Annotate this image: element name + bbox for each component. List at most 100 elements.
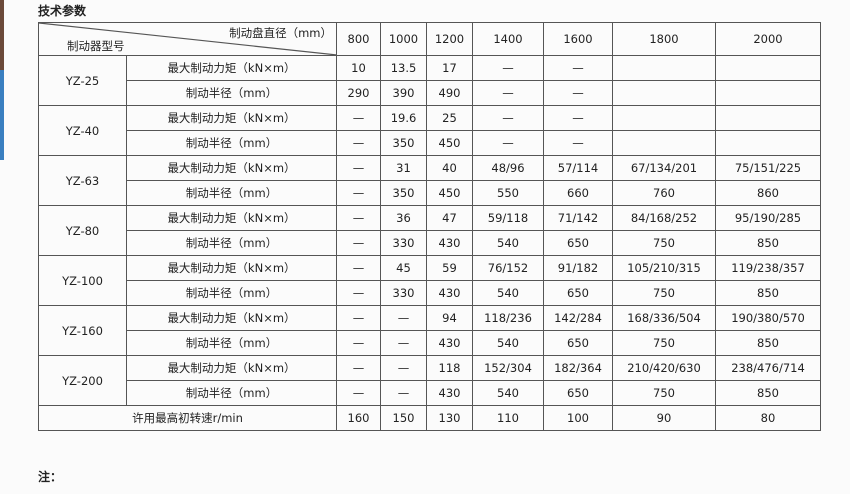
- value-cell: 430: [426, 230, 473, 256]
- diameter-header-1200: 1200: [426, 22, 473, 56]
- value-cell: 45: [380, 255, 427, 281]
- value-cell: 540: [472, 380, 544, 406]
- diameter-header-1800: 1800: [612, 22, 716, 56]
- model-name: YZ-40: [38, 105, 127, 156]
- value-cell: 540: [472, 230, 544, 256]
- value-cell: —: [543, 55, 613, 81]
- value-cell: 67/134/201: [612, 155, 716, 181]
- param-label: 最大制动力矩（kN×m）: [126, 155, 337, 181]
- param-label: 最大制动力矩（kN×m）: [126, 55, 337, 81]
- value-cell: —: [336, 305, 381, 331]
- speed-label: 许用最高初转速r/min: [38, 405, 337, 431]
- table-row: 制动半径（mm） —350 450— —: [39, 130, 821, 156]
- value-cell: —: [380, 330, 427, 356]
- value-cell: 650: [543, 280, 613, 306]
- value-cell: 750: [612, 380, 716, 406]
- param-label: 最大制动力矩（kN×m）: [126, 205, 337, 231]
- model-name: YZ-63: [38, 155, 127, 206]
- note-label: 注：: [38, 470, 63, 484]
- header-row: 制动盘直径（mm） 制动器型号 800 1000 1200 1400 1600 1800 2…: [38, 22, 821, 56]
- param-label: 制动半径（mm）: [126, 280, 337, 306]
- value-cell: 10: [336, 55, 381, 81]
- value-cell: [715, 105, 821, 131]
- model-name: YZ-100: [38, 255, 127, 306]
- value-cell: 48/96: [472, 155, 544, 181]
- value-cell: —: [336, 355, 381, 381]
- speed-row: 许用最高初转速r/min 160 150 130 110 100 90 80: [38, 405, 821, 431]
- param-label: 制动半径（mm）: [126, 230, 337, 256]
- value-cell: 650: [543, 230, 613, 256]
- table-row: YZ-40 最大制动力矩（kN×m） —19.6 25— —: [38, 105, 821, 156]
- value-cell: 450: [426, 180, 473, 206]
- diameter-header-2000: 2000: [715, 22, 821, 56]
- value-cell: 450: [426, 130, 473, 156]
- param-label: 最大制动力矩（kN×m）: [126, 105, 337, 131]
- value-cell: 490: [426, 80, 473, 106]
- value-cell: 47: [426, 205, 473, 231]
- value-cell: 118: [426, 355, 473, 381]
- value-cell: 650: [543, 380, 613, 406]
- diameter-header-1400: 1400: [472, 22, 544, 56]
- value-cell: 760: [612, 180, 716, 206]
- value-cell: 152/304: [472, 355, 544, 381]
- section-title: 技术参数: [38, 4, 87, 18]
- value-cell: 430: [426, 380, 473, 406]
- value-cell: 860: [715, 180, 821, 206]
- value-cell: 76/152: [472, 255, 544, 281]
- value-cell: 95/190/285: [715, 205, 821, 231]
- value-cell: [612, 80, 716, 106]
- value-cell: 750: [612, 230, 716, 256]
- value-cell: —: [472, 105, 544, 131]
- value-cell: 850: [715, 330, 821, 356]
- value-cell: 182/364: [543, 355, 613, 381]
- value-cell: —: [336, 155, 381, 181]
- value-cell: 290: [336, 80, 381, 106]
- value-cell: 13.5: [380, 55, 427, 81]
- model-name: YZ-160: [38, 305, 127, 356]
- value-cell: [715, 55, 821, 81]
- value-cell: 142/284: [543, 305, 613, 331]
- diagonal-line: [39, 23, 337, 55]
- value-cell: —: [336, 130, 381, 156]
- value-cell: 430: [426, 330, 473, 356]
- value-cell: 650: [543, 330, 613, 356]
- value-cell: 57/114: [543, 155, 613, 181]
- spec-table: 制动盘直径（mm） 制动器型号 800 1000 1200 1400 1600 1800 2…: [38, 22, 821, 431]
- value-cell: 850: [715, 280, 821, 306]
- value-cell: 71/142: [543, 205, 613, 231]
- value-cell: 390: [380, 80, 427, 106]
- value-cell: 850: [715, 380, 821, 406]
- left-edge-strip: [0, 0, 4, 70]
- table-row: YZ-160 最大制动力矩（kN×m） — —94 118/236 142/284 168/…: [38, 305, 821, 356]
- speed-value: 80: [715, 405, 821, 431]
- value-cell: 660: [543, 180, 613, 206]
- param-label: 最大制动力矩（kN×m）: [126, 305, 337, 331]
- value-cell: 750: [612, 280, 716, 306]
- value-cell: 350: [380, 130, 427, 156]
- value-cell: 330: [380, 280, 427, 306]
- value-cell: —: [336, 230, 381, 256]
- value-cell: —: [336, 330, 381, 356]
- diameter-label: 制动盘直径（mm）: [229, 26, 332, 40]
- value-cell: 59: [426, 255, 473, 281]
- table-row: 制动半径（mm） —330 430 540 650 750 850: [39, 280, 821, 306]
- value-cell: 118/236: [472, 305, 544, 331]
- value-cell: 31: [380, 155, 427, 181]
- value-cell: [612, 130, 716, 156]
- diameter-header-1600: 1600: [543, 22, 613, 56]
- param-label: 制动半径（mm）: [126, 180, 337, 206]
- table-row: 制动半径（mm） 290 390 490— —: [39, 80, 821, 106]
- speed-value: 110: [472, 405, 544, 431]
- value-cell: —: [336, 280, 381, 306]
- value-cell: 59/118: [472, 205, 544, 231]
- value-cell: —: [336, 255, 381, 281]
- table-row: 制动半径（mm） — —430 540 650 750 850: [39, 380, 821, 406]
- value-cell: 850: [715, 230, 821, 256]
- diagonal-header-cell: 制动盘直径（mm） 制动器型号: [38, 22, 337, 56]
- value-cell: 168/336/504: [612, 305, 716, 331]
- value-cell: —: [336, 105, 381, 131]
- value-cell: —: [380, 305, 427, 331]
- value-cell: —: [472, 55, 544, 81]
- param-label: 制动半径（mm）: [126, 130, 337, 156]
- table-row: 制动半径（mm） — —430 540 650 750 850: [39, 330, 821, 356]
